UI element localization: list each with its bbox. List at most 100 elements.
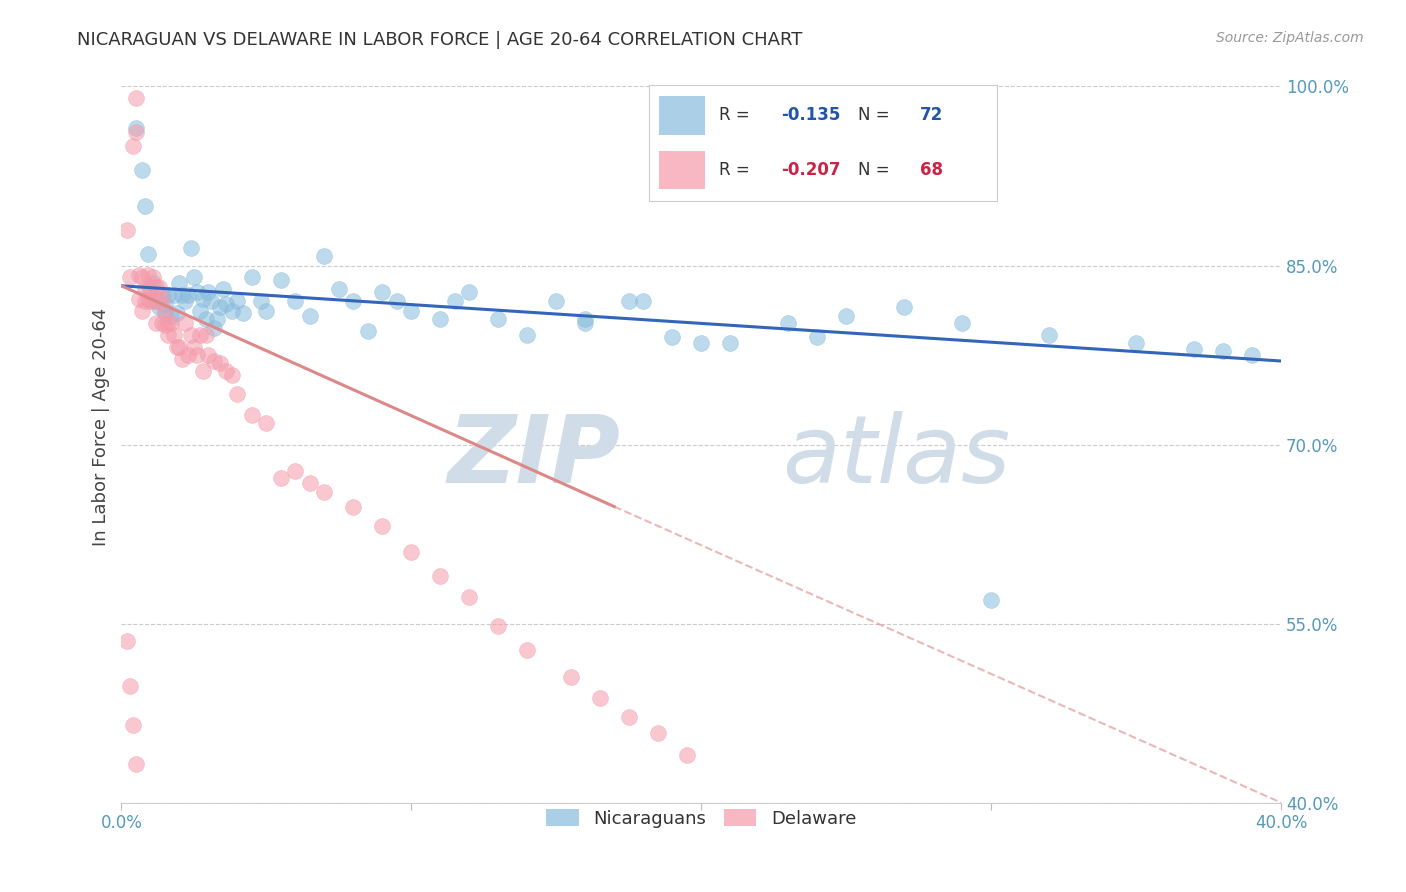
Point	[136, 246, 159, 260]
Point	[136, 268, 159, 282]
Point	[314, 249, 336, 263]
Point	[148, 280, 170, 294]
Point	[226, 387, 249, 401]
Point	[560, 670, 582, 684]
Point	[778, 316, 800, 330]
Point	[188, 327, 211, 342]
Point	[429, 569, 451, 583]
Point	[458, 285, 481, 299]
Point	[172, 351, 194, 366]
Point	[166, 306, 188, 320]
Point	[205, 312, 228, 326]
Text: atlas: atlas	[782, 411, 1011, 502]
Point	[1182, 342, 1205, 356]
Point	[371, 285, 394, 299]
Point	[191, 363, 214, 377]
Point	[208, 356, 231, 370]
Point	[574, 316, 596, 330]
Point	[139, 294, 162, 309]
Point	[148, 294, 170, 309]
Point	[115, 634, 138, 648]
Point	[202, 320, 225, 334]
Point	[574, 312, 596, 326]
Point	[166, 340, 188, 354]
Point	[215, 363, 238, 377]
Point	[232, 306, 254, 320]
Point	[298, 475, 321, 490]
Point	[125, 125, 148, 139]
Point	[718, 336, 741, 351]
Point	[131, 270, 153, 285]
Point	[125, 757, 148, 772]
Y-axis label: In Labor Force | Age 20-64: In Labor Force | Age 20-64	[93, 308, 110, 546]
Point	[153, 306, 176, 320]
Point	[950, 316, 973, 330]
Point	[134, 282, 156, 296]
Point	[194, 312, 217, 326]
Point	[153, 318, 176, 333]
Point	[150, 288, 173, 302]
Point	[142, 270, 165, 285]
Point	[371, 518, 394, 533]
Point	[188, 304, 211, 318]
Point	[226, 294, 249, 309]
Point	[240, 270, 263, 285]
Point	[169, 340, 191, 354]
Point	[186, 285, 208, 299]
Point	[162, 288, 184, 302]
Point	[115, 223, 138, 237]
Point	[191, 292, 214, 306]
Point	[150, 316, 173, 330]
Point	[148, 300, 170, 314]
Point	[134, 294, 156, 309]
Point	[177, 348, 200, 362]
Point	[156, 316, 179, 330]
Point	[647, 726, 669, 740]
Point	[1038, 327, 1060, 342]
Point	[458, 591, 481, 605]
Point	[980, 592, 1002, 607]
Text: Source: ZipAtlas.com: Source: ZipAtlas.com	[1216, 31, 1364, 45]
Point	[221, 304, 243, 318]
Point	[172, 288, 194, 302]
Point	[486, 312, 509, 326]
Point	[174, 316, 197, 330]
Point	[516, 643, 538, 657]
Point	[131, 163, 153, 178]
Point	[221, 368, 243, 383]
Point	[122, 718, 145, 732]
Point	[180, 241, 202, 255]
Point	[690, 336, 713, 351]
Point	[128, 292, 150, 306]
Point	[1125, 336, 1147, 351]
Point	[153, 304, 176, 318]
Point	[240, 408, 263, 422]
Point	[136, 292, 159, 306]
Point	[270, 471, 292, 485]
Point	[835, 309, 858, 323]
Point	[385, 294, 408, 309]
Point	[194, 327, 217, 342]
Point	[1240, 348, 1263, 362]
Point	[177, 288, 200, 302]
Point	[328, 282, 350, 296]
Point	[675, 747, 697, 762]
Point	[631, 294, 654, 309]
Point	[357, 324, 380, 338]
Point	[120, 679, 142, 693]
Point	[150, 292, 173, 306]
Point	[254, 416, 277, 430]
Point	[200, 294, 222, 309]
Point	[139, 282, 162, 296]
Point	[212, 282, 235, 296]
Point	[806, 330, 828, 344]
Point	[617, 709, 640, 723]
Point	[183, 270, 205, 285]
Point	[342, 294, 364, 309]
Point	[134, 199, 156, 213]
Legend: Nicaraguans, Delaware: Nicaraguans, Delaware	[538, 802, 863, 835]
Point	[197, 348, 219, 362]
Point	[284, 464, 307, 478]
Point	[145, 316, 167, 330]
Point	[159, 309, 181, 323]
